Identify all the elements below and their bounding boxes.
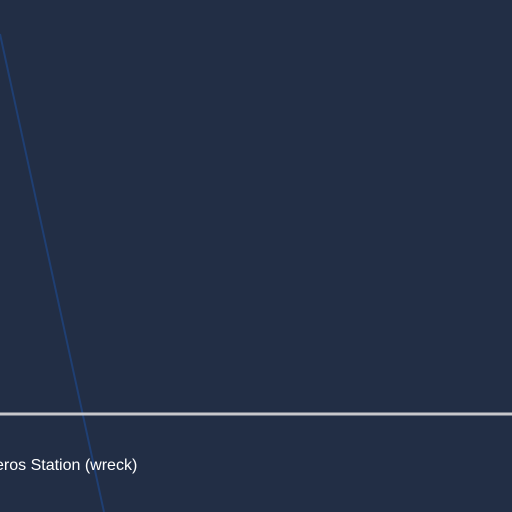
station-label: eros Station (wreck) xyxy=(0,457,138,474)
route-line xyxy=(0,33,105,512)
